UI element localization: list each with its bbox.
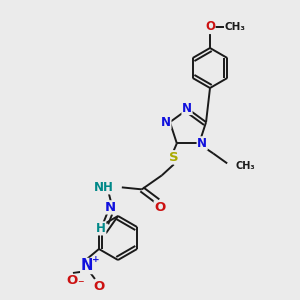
Text: ⁻: ⁻ xyxy=(77,278,84,291)
Text: N: N xyxy=(197,137,207,150)
Text: NH: NH xyxy=(94,181,114,194)
Text: S: S xyxy=(169,151,178,164)
Text: N: N xyxy=(161,116,171,129)
Text: O: O xyxy=(66,274,78,287)
Text: N: N xyxy=(104,201,116,214)
Text: O: O xyxy=(93,280,105,293)
Text: CH₃: CH₃ xyxy=(235,161,255,171)
Text: O: O xyxy=(205,20,215,34)
Text: +: + xyxy=(92,255,100,264)
Text: N: N xyxy=(81,259,93,274)
Text: CH₃: CH₃ xyxy=(224,22,245,32)
Text: H: H xyxy=(96,222,106,235)
Text: O: O xyxy=(154,201,166,214)
Text: N: N xyxy=(182,101,192,115)
